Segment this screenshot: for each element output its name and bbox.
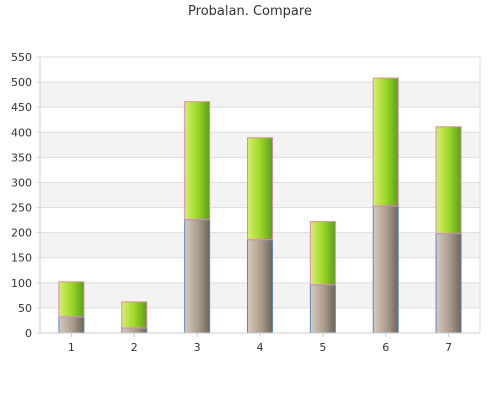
- bars: [58, 77, 462, 334]
- bar-segment-5-s2: [309, 221, 336, 286]
- x-tick-label: 7: [445, 341, 452, 354]
- y-tick-label: 450: [11, 101, 32, 114]
- bar-segment-4-s1: [247, 239, 273, 334]
- bar-segment-1-s2: [58, 281, 85, 318]
- x-tick-label: 2: [131, 341, 138, 354]
- bar-segment-7-s1: [435, 233, 462, 334]
- x-axis-tick-labels: 1 2 3 4 5 6 7: [68, 341, 452, 354]
- bar-segment-1-s1: [58, 316, 85, 334]
- y-tick-label: 550: [11, 51, 32, 64]
- y-tick-label: 100: [11, 277, 32, 290]
- x-tick-label: 4: [257, 341, 264, 354]
- bar-segment-2-s1: [121, 327, 148, 334]
- y-tick-label: 200: [11, 227, 32, 240]
- x-tick-label: 1: [68, 341, 75, 354]
- grid-band: [40, 82, 480, 108]
- y-tick-label: 0: [25, 327, 32, 340]
- x-tick-label: 6: [382, 341, 389, 354]
- axes: [39, 57, 481, 337]
- chart-title: Probalan. Compare: [188, 4, 312, 19]
- bar-segment-4-s2: [247, 137, 273, 241]
- bar-segment-6-s1: [372, 205, 399, 334]
- bar-segment-7-s2: [435, 126, 462, 235]
- y-tick-label: 500: [11, 76, 32, 89]
- y-tick-label: 150: [11, 252, 32, 265]
- bar-segment-6-s2: [372, 77, 399, 207]
- y-axis-tick-labels: 0 50 100 150 200 250 300 350 400 450 500 550: [11, 51, 32, 340]
- y-tick-label: 50: [18, 302, 32, 315]
- y-tick-label: 350: [11, 151, 32, 164]
- bar-segment-3-s2: [184, 101, 211, 221]
- y-tick-label: 250: [11, 202, 32, 215]
- y-tick-label: 400: [11, 126, 32, 139]
- bar-segment-2-s2: [121, 301, 148, 329]
- x-tick-label: 3: [194, 341, 201, 354]
- x-tick-label: 5: [319, 341, 326, 354]
- y-tick-label: 300: [11, 176, 32, 189]
- bar-segment-5-s1: [309, 284, 336, 334]
- bar-segment-3-s1: [184, 219, 211, 334]
